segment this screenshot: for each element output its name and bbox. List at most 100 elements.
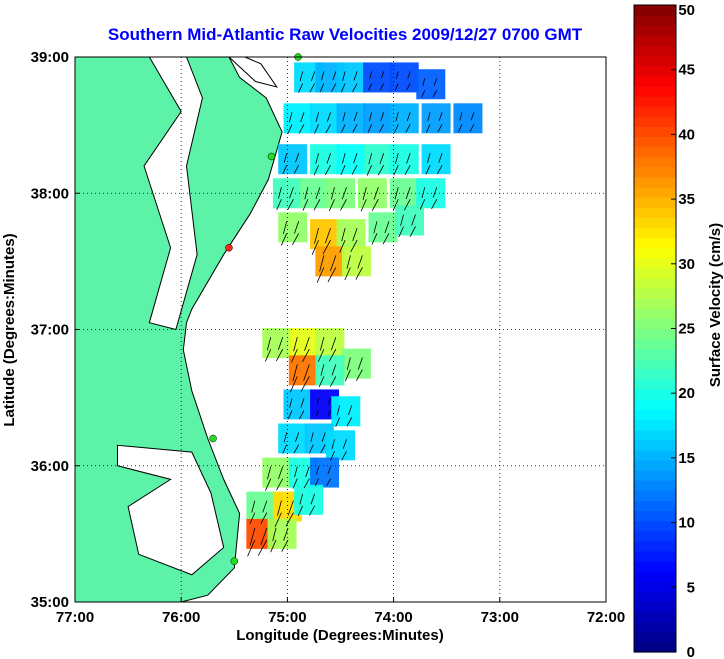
velocity-vector: [436, 164, 443, 175]
colorbar-tick-label: 5: [687, 579, 695, 596]
colorbar-step: [634, 45, 676, 57]
velocity-vector: [353, 71, 358, 81]
velocity-vector: [394, 187, 399, 200]
colorbar-step: [634, 510, 676, 522]
velocity-vector: [325, 124, 331, 134]
velocity-vector: [289, 112, 293, 123]
velocity-vector: [346, 357, 351, 370]
velocity-vector: [315, 112, 319, 123]
velocity-cell: [368, 212, 398, 243]
velocity-cell: [262, 457, 292, 488]
velocity-vector: [421, 90, 426, 98]
velocity-vector: [282, 221, 288, 235]
velocity-vector: [304, 336, 310, 351]
velocity-cell: [331, 396, 361, 427]
velocity-vector: [342, 112, 346, 122]
velocity-cell: [389, 62, 419, 93]
velocity-vector: [360, 199, 367, 212]
velocity-vector: [438, 112, 443, 121]
velocity-vector: [276, 478, 284, 491]
velocity-vector: [395, 71, 399, 79]
velocity-vector: [341, 451, 347, 461]
velocity-vector: [274, 512, 282, 528]
velocity-vector: [257, 539, 268, 556]
northern-coverage: [272, 62, 483, 277]
velocity-vector: [327, 267, 337, 283]
velocity-vector: [289, 187, 294, 199]
velocity-vector: [319, 255, 325, 272]
velocity-vector: [294, 221, 300, 234]
colorbar-step: [634, 106, 676, 117]
velocity-vector: [331, 439, 335, 450]
velocity-vector: [404, 164, 411, 176]
velocity-vector: [303, 364, 310, 381]
velocity-vector: [344, 267, 351, 281]
velocity-vector: [331, 83, 337, 92]
velocity-vector: [299, 71, 304, 82]
velocity-vector: [367, 124, 373, 133]
velocity-vector: [278, 466, 284, 480]
velocity-cell: [283, 103, 313, 134]
velocity-vector: [432, 90, 438, 98]
velocity-vector: [407, 71, 411, 79]
chart-title: Southern Mid-Atlantic Raw Velocities 200…: [108, 25, 583, 44]
velocity-vector: [357, 255, 363, 269]
velocity-vector: [287, 199, 294, 210]
velocity-vector: [431, 199, 438, 210]
velocity-vector: [329, 376, 337, 387]
colorbar-step: [634, 308, 676, 319]
velocity-vector: [298, 124, 305, 134]
colorbar-gradient: [634, 5, 676, 653]
velocity-vector: [295, 153, 300, 163]
velocity-vector: [394, 124, 399, 133]
velocity-vector: [348, 405, 353, 416]
velocity-vector: [352, 83, 358, 93]
velocity-vector: [351, 164, 358, 175]
y-tick-label: 35:00: [31, 594, 69, 611]
y-tick-label: 38:00: [31, 185, 69, 202]
velocity-vector: [352, 124, 358, 133]
colorbar-tick-label: 15: [678, 450, 695, 467]
colorbar-step: [634, 338, 676, 350]
velocity-vector: [315, 410, 319, 417]
velocity-vector: [395, 112, 399, 122]
velocity-vector: [302, 199, 309, 211]
colorbar-step: [634, 65, 676, 77]
velocity-vector: [342, 439, 347, 449]
velocity-cell: [416, 178, 446, 209]
y-tick-label: 36:00: [31, 458, 69, 475]
velocity-vector: [324, 164, 331, 176]
radar-site-marker: [230, 557, 239, 565]
velocity-cell: [294, 484, 324, 515]
velocity-vector: [282, 165, 288, 175]
colorbar-step: [634, 85, 676, 97]
velocity-vector: [342, 153, 346, 164]
velocity-vector: [309, 444, 314, 454]
colorbar-step: [634, 207, 676, 218]
velocity-vector: [297, 505, 304, 517]
velocity-vector: [425, 165, 431, 175]
velocity-vector: [403, 199, 411, 211]
velocity-vector: [299, 493, 304, 505]
velocity-vector: [373, 187, 379, 200]
velocity-vector: [309, 83, 315, 93]
velocity-vector: [371, 199, 379, 211]
colorbar-step: [634, 409, 676, 421]
velocity-vector: [305, 466, 310, 478]
velocity-vector: [281, 233, 288, 246]
velocity-vector: [346, 417, 353, 427]
velocity-vector: [368, 83, 373, 91]
velocity-cell: [310, 219, 340, 250]
velocity-vector: [314, 478, 319, 487]
velocity-vector: [289, 376, 298, 393]
velocity-vector: [357, 357, 363, 370]
colorbar-step: [634, 459, 676, 471]
colorbar-step: [634, 166, 676, 178]
velocity-vector: [341, 124, 346, 133]
colorbar-step: [634, 611, 676, 623]
velocity-cell: [389, 103, 419, 134]
radar-site-marker: [209, 434, 217, 443]
velocity-vector: [328, 199, 335, 212]
velocity-vector: [353, 112, 358, 122]
colorbar-label: Surface Velocity (cm/s): [707, 223, 724, 387]
